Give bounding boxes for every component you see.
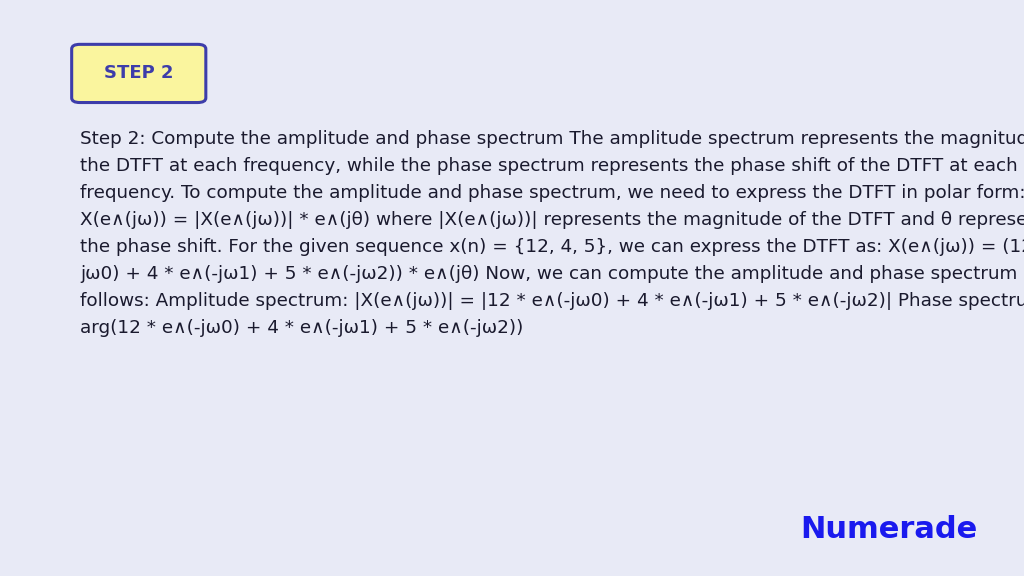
Text: STEP 2: STEP 2	[104, 65, 173, 82]
FancyBboxPatch shape	[72, 44, 206, 103]
Text: Step 2: Compute the amplitude and phase spectrum The amplitude spectrum represen: Step 2: Compute the amplitude and phase …	[80, 130, 1024, 338]
Text: Numerade: Numerade	[801, 516, 978, 544]
